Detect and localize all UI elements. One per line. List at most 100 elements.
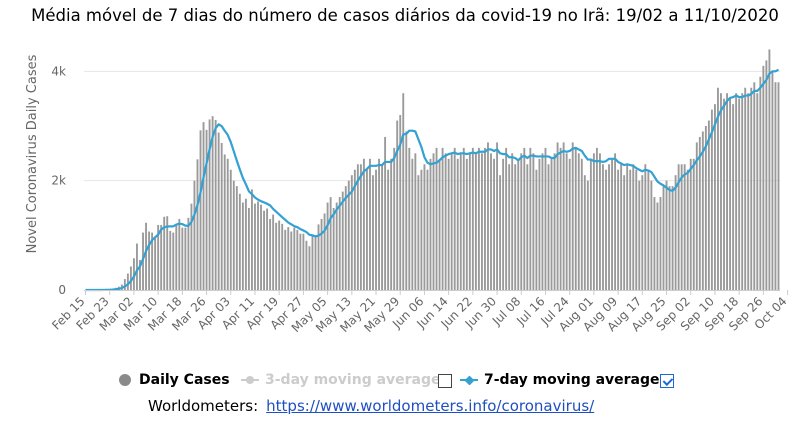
daily-case-bar [768,49,771,290]
daily-case-bar [532,153,535,290]
daily-case-bar [453,147,456,290]
daily-case-bar [505,147,508,290]
legend-3-day-average-label: 3-day moving average [265,372,441,388]
daily-case-bar [765,60,768,291]
daily-case-bar [641,175,644,290]
daily-case-bar [160,224,163,290]
chart-legend: Daily Cases 3-day moving average 7-day m… [0,369,810,393]
daily-case-bar [229,169,232,290]
daily-case-bar [686,169,689,290]
daily-case-bar [369,158,371,290]
daily-case-bar [462,147,465,290]
daily-case-bar [595,147,598,290]
daily-case-bar [611,158,613,290]
daily-case-bar [193,180,196,290]
daily-case-bar [762,65,765,291]
daily-case-bar [326,202,329,290]
daily-case-bar [205,129,208,290]
legend-daily-cases[interactable]: Daily Cases [119,369,230,391]
y-tick-label: 2k [51,174,66,188]
grey-dot-icon [119,374,131,386]
daily-case-bar [635,169,638,290]
daily-case-bar [214,119,217,291]
daily-case-bar [617,169,620,290]
daily-case-bar [535,169,538,290]
daily-case-bar [305,240,308,290]
daily-case-bar [450,153,453,290]
daily-case-bar [417,175,420,290]
daily-case-bar [181,227,184,290]
daily-case-bar [568,158,571,290]
daily-case-bar [680,164,683,290]
daily-case-bar [484,147,486,290]
daily-case-bar [614,153,617,290]
daily-case-bar [562,142,565,290]
daily-case-bar [308,246,311,290]
daily-case-bar [701,131,704,290]
daily-case-bar [674,175,677,290]
daily-case-bar [429,158,432,290]
daily-case-bar [544,147,547,290]
daily-case-bar [299,233,302,290]
daily-case-bar [629,169,632,290]
daily-case-bar [414,153,417,290]
checkbox-7-day-average[interactable] [660,374,674,388]
daily-case-bar [720,93,722,290]
daily-case-bar [148,231,150,290]
daily-case-bar [623,175,626,290]
daily-case-bar [599,153,601,290]
daily-case-bar [287,227,290,290]
daily-case-bar [338,197,341,290]
daily-case-bar [677,164,680,290]
daily-case-bar [323,213,326,290]
daily-case-bar [502,158,505,290]
daily-case-bar [441,147,444,290]
daily-case-bar [199,130,202,290]
daily-case-bar [350,175,353,290]
daily-case-bar [272,214,275,290]
daily-case-bar [381,164,384,290]
daily-case-bar [692,158,695,290]
daily-case-bar [399,115,402,290]
checkbox-3-day-average[interactable] [438,374,452,388]
daily-case-bar [157,224,160,290]
daily-case-bar [777,82,780,291]
daily-case-bar [647,169,650,290]
daily-case-bar [602,164,604,290]
daily-case-bar [281,223,284,290]
daily-case-bar [353,169,356,290]
daily-case-bar [426,169,429,290]
daily-case-bar [154,238,157,290]
daily-case-bar [408,147,411,290]
legend-3-day-average[interactable]: 3-day moving average [241,369,441,391]
daily-case-bar [266,208,269,290]
daily-case-bar [396,120,399,290]
y-tick-label: 0 [58,283,66,297]
daily-case-bar [526,164,529,290]
legend-7-day-average[interactable]: 7-day moving average [460,369,660,391]
daily-case-bar [559,147,562,290]
daily-case-bar [241,202,244,290]
daily-case-bar [126,273,129,290]
daily-case-bar [341,191,344,290]
daily-case-bar [698,136,701,290]
daily-case-bar [529,147,532,290]
daily-case-bar [605,169,607,290]
daily-case-bar [260,204,262,290]
source-link[interactable]: https://www.worldometers.info/coronaviru… [266,397,595,415]
daily-case-bar [411,158,414,290]
daily-case-bar [269,218,272,290]
daily-case-bar [444,153,447,290]
daily-case-bar [550,158,553,290]
daily-case-bar [362,158,365,290]
daily-case-bar [284,229,287,290]
daily-case-bar [139,259,141,290]
daily-case-bar [547,164,550,290]
daily-case-bar [378,158,380,290]
daily-case-bar [644,164,647,290]
daily-case-bar [668,186,671,290]
source-credit: Worldometers: https://www.worldometers.in… [148,397,594,415]
daily-case-bar [393,147,396,290]
daily-case-bar [556,142,559,290]
